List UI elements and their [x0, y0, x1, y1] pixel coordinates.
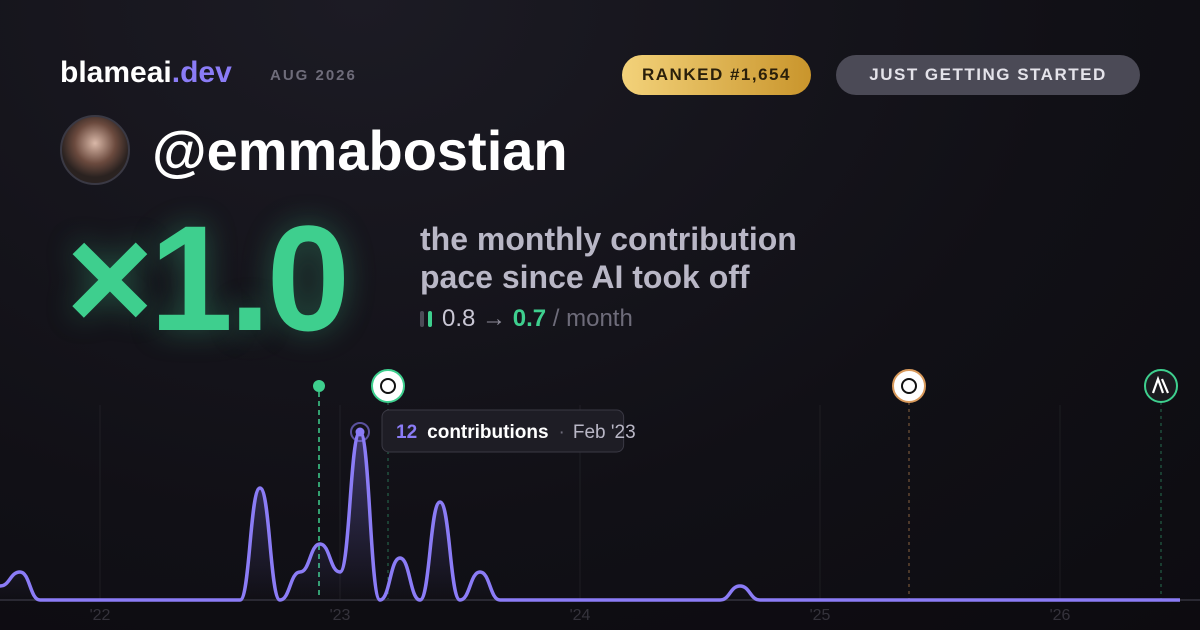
- tooltip-date: Feb '23: [573, 422, 636, 443]
- area: [0, 432, 1180, 600]
- brand-name: blameai: [60, 56, 172, 89]
- bar-icon: [420, 311, 424, 327]
- event-dot: [313, 380, 325, 392]
- brand: blameai.dev: [60, 56, 232, 90]
- brand-tld: .dev: [171, 56, 232, 89]
- openai-glyph: [901, 378, 917, 394]
- tooltip-sep: ·: [559, 422, 565, 443]
- event-markers: [313, 369, 1178, 600]
- pace-stats: 0.8 → 0.7 / month: [420, 305, 633, 333]
- username: @emmabostian: [152, 119, 568, 182]
- avatar: [60, 115, 130, 185]
- tooltip-text: 12 contributions · Feb '23: [396, 422, 636, 443]
- openai-icon: [371, 369, 405, 403]
- openai-icon: [892, 369, 926, 403]
- pace-arrow: →: [482, 305, 507, 332]
- rank-badge: RANKED #1,654: [622, 55, 811, 95]
- peak-dot: [355, 427, 365, 437]
- axis-band: [0, 601, 1200, 630]
- bar-icon: [428, 311, 432, 327]
- tooltip: 12 contributions · Feb '23: [381, 409, 636, 453]
- line: [0, 430, 1180, 602]
- pace-unit: / month: [552, 305, 633, 332]
- tooltip-box: [381, 409, 625, 453]
- description: the monthly contribution pace since AI to…: [420, 220, 797, 296]
- peak-ring: [350, 422, 370, 442]
- description-line: the monthly contribution: [420, 221, 797, 257]
- pace-before: 0.8: [442, 305, 476, 332]
- tooltip-label: contributions: [427, 422, 548, 443]
- status-badge: JUST GETTING STARTED: [836, 55, 1140, 95]
- pace-after: 0.7: [512, 305, 547, 332]
- description-line: pace since AI took off: [420, 259, 750, 295]
- multiplier: ×1.0: [66, 194, 350, 362]
- date: AUG 2026: [270, 67, 357, 84]
- openai-glyph: [380, 378, 396, 394]
- tooltip-value: 12: [396, 422, 417, 443]
- anthropic-glyph: [1151, 375, 1170, 394]
